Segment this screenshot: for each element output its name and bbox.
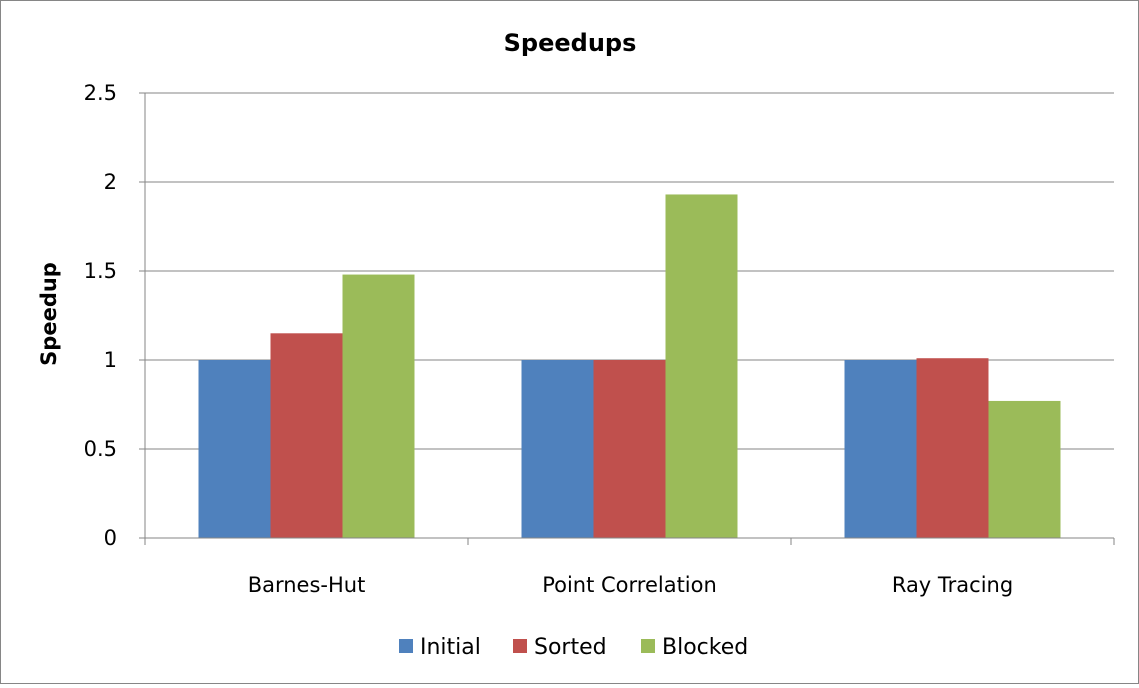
axes <box>144 93 1115 545</box>
legend-label-blocked: Blocked <box>662 635 748 660</box>
bar-initial-0 <box>198 360 271 538</box>
bar-blocked-1 <box>665 194 738 538</box>
legend-label-sorted: Sorted <box>534 635 607 660</box>
bar-blocked-0 <box>342 274 415 538</box>
y-tick-label: 2.5 <box>84 81 117 105</box>
chart-title: Speedups <box>504 29 637 57</box>
bar-initial-2 <box>844 360 917 538</box>
y-tick-label: 0.5 <box>84 437 117 461</box>
y-tick-label: 2 <box>104 170 117 194</box>
legend: Initial Sorted Blocked <box>399 635 748 660</box>
x-category-label: Point Correlation <box>542 573 717 597</box>
bar-initial-1 <box>521 360 594 538</box>
y-tick-label: 0 <box>104 526 117 550</box>
y-tick-label: 1 <box>104 348 117 372</box>
y-axis-label: Speedup <box>37 262 61 366</box>
x-axis-labels: Barnes-Hut Point Correlation Ray Tracing <box>248 573 1014 597</box>
bars <box>198 194 1061 538</box>
legend-swatch-sorted <box>513 639 527 653</box>
legend-swatch-blocked <box>641 639 655 653</box>
y-tick-label: 1.5 <box>84 259 117 283</box>
bar-sorted-0 <box>270 333 343 538</box>
legend-label-initial: Initial <box>420 635 481 660</box>
legend-swatch-initial <box>399 639 413 653</box>
bar-sorted-2 <box>916 358 989 538</box>
bar-sorted-1 <box>593 360 666 538</box>
x-category-label: Barnes-Hut <box>248 573 366 597</box>
y-axis-ticks: 0 0.5 1 1.5 2 2.5 <box>84 81 145 550</box>
bar-blocked-2 <box>988 400 1061 538</box>
x-category-label: Ray Tracing <box>892 573 1013 597</box>
